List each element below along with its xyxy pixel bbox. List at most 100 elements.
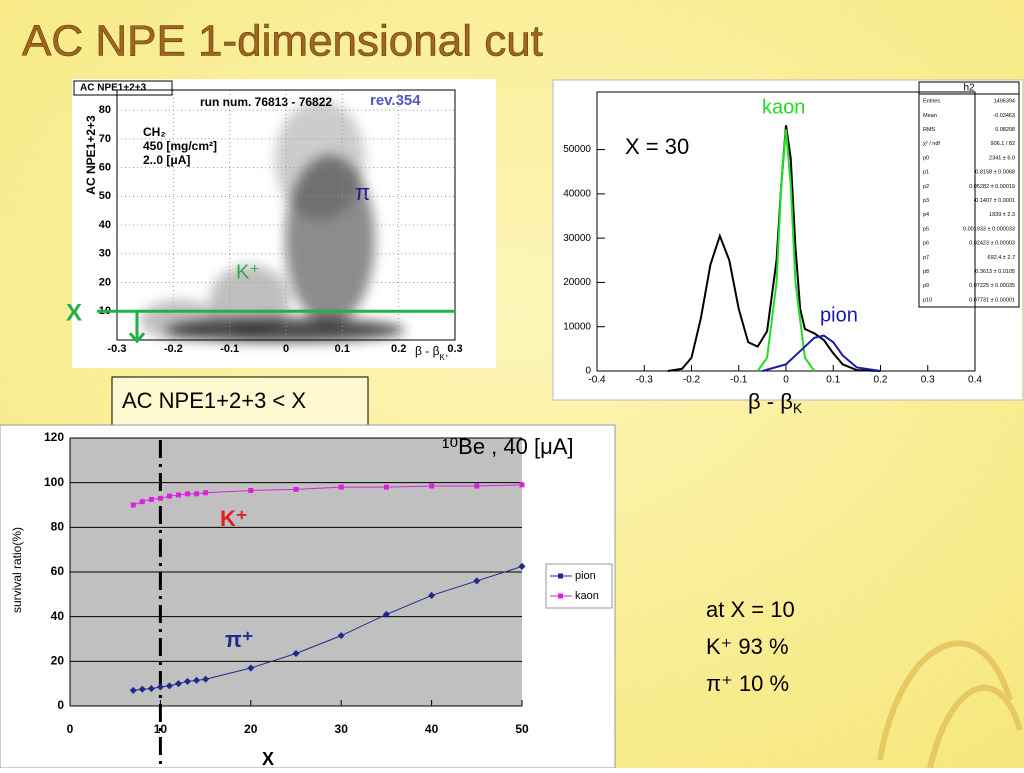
point [383, 484, 389, 490]
stats-key: p4 [923, 212, 929, 218]
x-tick-label: -0.1 [730, 375, 748, 386]
x-tick-label: 0.1 [335, 343, 350, 355]
point [165, 682, 173, 690]
stats-value: 906.1 / 82 [991, 141, 1015, 147]
series-line [762, 334, 881, 372]
point [248, 487, 254, 493]
annotation: K⁺ [236, 261, 260, 283]
y-tick-label: 100 [44, 475, 64, 489]
x-axis-label: β - β [748, 389, 793, 414]
point [382, 610, 390, 618]
y-tick-label: 50 [99, 190, 111, 202]
stats-value: 2341 ± 6.0 [989, 155, 1015, 161]
annotation: π [355, 180, 370, 205]
cut-arrow [128, 311, 146, 344]
stats-value: 0.08208 [995, 127, 1015, 133]
y-axis-label: survival ratio(%) [10, 527, 24, 613]
y-tick-label: 60 [51, 564, 65, 578]
x-axis-label-sub: K [793, 400, 803, 416]
stats-value: 0.3613 ± 0.0105 [975, 269, 1015, 275]
title-box [73, 80, 173, 96]
x-tick-label: -0.4 [588, 375, 606, 386]
plot-frame [116, 89, 456, 341]
y-tick-label: 40 [51, 609, 65, 623]
legend-label: kaon [575, 590, 599, 602]
point [138, 685, 146, 693]
stats-value: 1839 ± 2.3 [989, 212, 1015, 218]
x-tick-label: 0.4 [968, 375, 982, 386]
y-tick-label: 30 [99, 248, 111, 260]
stats-key: χ² / ndf [923, 141, 940, 147]
x-tick-label: 40 [425, 722, 439, 736]
stats-key: p3 [923, 198, 929, 204]
y-tick-label: 30000 [563, 233, 591, 244]
point [147, 685, 155, 693]
stats-key: p9 [923, 283, 929, 289]
point [428, 591, 436, 599]
point [148, 496, 154, 502]
y-tick-label: 0 [585, 366, 591, 377]
point [175, 492, 181, 498]
x-axis-label-sub: K⁺ [439, 353, 449, 362]
x-tick-label: -0.3 [636, 375, 654, 386]
y-tick-label: 80 [51, 520, 65, 534]
stats-key: p10 [923, 297, 932, 303]
point [247, 664, 255, 672]
annotation: X [66, 299, 82, 326]
x-tick-label: 0.3 [921, 375, 935, 386]
stats-key: RMS [923, 127, 936, 133]
stats-key: p0 [923, 155, 929, 161]
stats-value: -0.1407 ± 0.0001 [973, 198, 1015, 204]
target: CH₂ [143, 125, 166, 139]
stats-key: p6 [923, 241, 929, 247]
x-tick-label: 0.1 [826, 375, 840, 386]
stats-value: 692.4 ± 2.7 [988, 255, 1015, 261]
y-tick-label: 10000 [563, 321, 591, 332]
y-tick-label: 20 [99, 276, 111, 288]
point [474, 483, 480, 489]
slide-title: AC NPE 1-dimensional cut [22, 17, 543, 66]
summary: π⁺ 10 % [706, 671, 789, 696]
annotation: K⁺ [220, 506, 248, 531]
legend [545, 563, 613, 609]
x-axis-label: β - β [415, 344, 440, 358]
stats-key: Entries [923, 99, 940, 105]
target: 450 [mg/cm²] [143, 139, 217, 153]
stats-value: 1496394 [994, 99, 1015, 105]
x-tick-label: 0.3 [447, 343, 462, 355]
series-line [133, 565, 523, 691]
stats-box: h2 Entries 1496394 Mean -0.03463 RMS 0.08208 χ²… [918, 81, 1020, 308]
summary: at X = 10 [706, 597, 795, 622]
y-tick-label: 40 [99, 219, 111, 231]
x-tick-label: -0.3 [108, 343, 127, 355]
point [337, 632, 345, 640]
x-axis-label: β - βK [748, 389, 803, 416]
point [519, 482, 525, 488]
stats-key: p1 [923, 170, 929, 176]
point [293, 486, 299, 492]
x-tick-label: -0.2 [683, 375, 701, 386]
point [193, 676, 201, 684]
legend-marker [558, 573, 563, 579]
stats-value: 0.07225 ± 0.00035 [969, 283, 1015, 289]
y-tick-label: 80 [99, 104, 111, 116]
x-axis-label: X [262, 749, 274, 768]
legend-marker [558, 593, 563, 599]
series-line [756, 129, 816, 372]
stats-key: p8 [923, 269, 929, 275]
stats-frame [918, 81, 1020, 308]
point [194, 491, 200, 497]
y-tick-label: 50000 [563, 144, 591, 155]
point [429, 483, 435, 489]
y-tick-label: 20000 [563, 277, 591, 288]
cut-text: AC NPE1+2+3 < X [122, 388, 306, 413]
x-tick-label: -0.1 [220, 343, 239, 355]
x-tick-label: 0 [283, 343, 289, 355]
chart-title: AC NPE1+2+3 [80, 83, 147, 94]
point [156, 683, 164, 691]
decoration [877, 640, 1023, 769]
y-axis-label: AC NPE1+2+3 [84, 115, 98, 195]
stats-key: p5 [923, 226, 929, 232]
revision: rev.354 [370, 92, 421, 109]
